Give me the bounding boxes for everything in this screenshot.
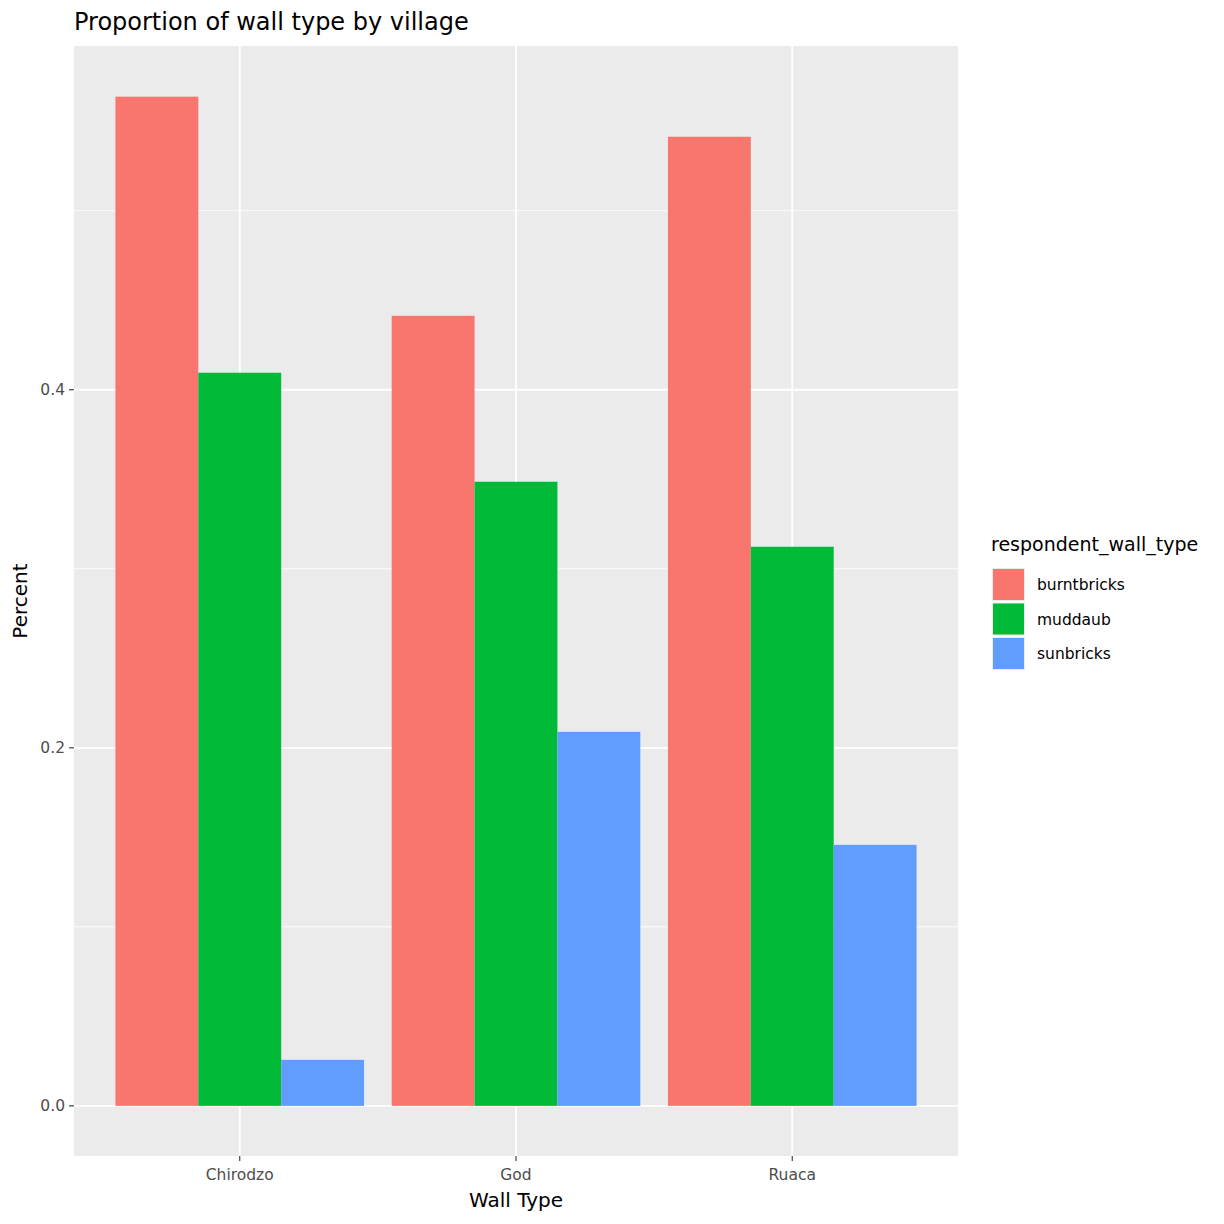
tick <box>69 747 74 748</box>
title: Proportion of wall type by village <box>74 8 469 36</box>
tick-label: God <box>500 1166 531 1184</box>
legend-key <box>993 569 1024 600</box>
bar <box>834 845 917 1106</box>
tick-label: Ruaca <box>769 1166 816 1184</box>
tick-label: 0.2 <box>40 739 65 757</box>
legend-key-bg <box>992 637 1025 670</box>
x-axis-label: Wall Type <box>469 1188 563 1212</box>
panel <box>74 46 958 1156</box>
bar <box>392 316 475 1106</box>
background <box>0 0 1224 1224</box>
tick-label: Chirodzo <box>206 1166 274 1184</box>
tick-label: 0.0 <box>40 1097 65 1115</box>
legend-key <box>993 604 1024 635</box>
tick <box>792 1156 793 1161</box>
legend-key <box>993 638 1024 669</box>
legend-label: burntbricks <box>1037 576 1125 594</box>
bar <box>115 97 198 1106</box>
bars <box>115 97 916 1106</box>
chart: 0.0 0.2 0.4 Chirodzo God Ruaca Proportion of w… <box>0 0 1224 1224</box>
tick <box>69 389 74 390</box>
bar <box>668 137 751 1106</box>
legend-key-bg <box>992 568 1025 601</box>
bar <box>557 732 640 1106</box>
bar <box>281 1060 364 1106</box>
bar <box>751 547 834 1106</box>
tick-label: 0.4 <box>40 381 65 399</box>
tick <box>69 1105 74 1106</box>
tick <box>239 1156 240 1161</box>
bar <box>198 373 281 1106</box>
legend-label: muddaub <box>1037 611 1111 629</box>
legend-key-bg <box>992 603 1025 636</box>
legend-label: sunbricks <box>1037 645 1111 663</box>
legend-title: respondent_wall_type <box>991 533 1198 556</box>
y-axis-label: Percent <box>8 563 32 638</box>
tick <box>515 1156 516 1161</box>
bar <box>475 482 558 1106</box>
